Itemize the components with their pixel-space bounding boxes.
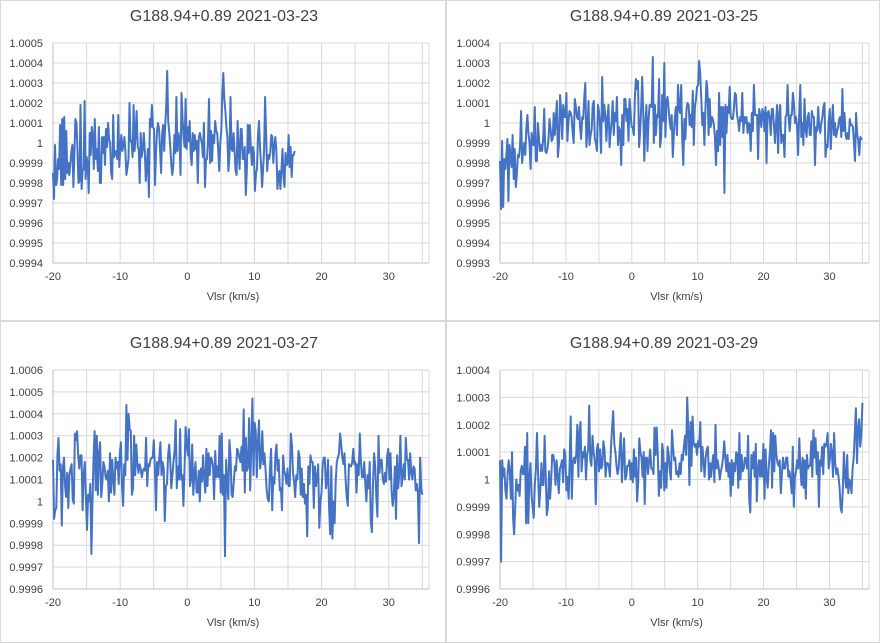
- y-tick-label: 1: [484, 475, 490, 487]
- y-tick-label: 1.0004: [9, 409, 43, 421]
- x-tick-label: 30: [823, 597, 835, 609]
- x-tick-label: 30: [383, 597, 395, 609]
- y-tick-label: 1.0003: [9, 78, 43, 90]
- x-tick-label: -10: [558, 271, 574, 283]
- chart-title: G188.94+0.89 2021-03-29: [570, 335, 758, 352]
- chart-title: G188.94+0.89 2021-03-23: [130, 8, 318, 25]
- x-tick-label: 20: [315, 271, 327, 283]
- y-tick-label: 0.9998: [9, 178, 43, 190]
- y-tick-label: 0.9996: [456, 584, 490, 596]
- x-tick-label: -20: [492, 271, 508, 283]
- x-tick-label: 20: [315, 597, 327, 609]
- y-tick-label: 0.9997: [456, 557, 490, 569]
- y-tick-label: 1.0003: [9, 431, 43, 443]
- y-tick-label: 1: [37, 496, 43, 508]
- x-tick-label: -20: [492, 597, 508, 609]
- x-axis-label: Vlsr (km/s): [207, 617, 260, 629]
- y-tick-label: 1.0002: [456, 420, 490, 432]
- chart-panel-2: G188.94+0.89 2021-03-25 0.9993 0.9994 0.999…: [446, 0, 880, 321]
- x-tick-label: -20: [45, 271, 61, 283]
- line-chart-3: G188.94+0.89 2021-03-27 0.9996 0.9997 0.999…: [9, 335, 430, 629]
- chart-title: G188.94+0.89 2021-03-27: [130, 335, 318, 352]
- line-chart-1: G188.94+0.89 2021-03-23 0.9994 0.9995 0.999…: [9, 8, 430, 303]
- x-tick-label: -10: [112, 271, 128, 283]
- y-tick-label: 0.9999: [456, 502, 490, 514]
- line-chart-2: G188.94+0.89 2021-03-25 0.9993 0.9994 0.999…: [456, 8, 870, 303]
- x-tick-label: 30: [383, 271, 395, 283]
- y-tick-label: 0.9997: [9, 198, 43, 210]
- y-tick-label: 1.0002: [9, 98, 43, 110]
- y-tick-label: 0.9999: [9, 518, 43, 530]
- x-tick-label: 0: [629, 271, 635, 283]
- y-tick-label: 0.9993: [456, 258, 490, 270]
- y-tick-label: 1.0003: [456, 392, 490, 404]
- y-tick-label: 1.0001: [9, 475, 43, 487]
- y-tick-label: 1.0002: [456, 78, 490, 90]
- y-tick-label: 1.0006: [9, 365, 43, 377]
- y-tick-label: 0.9999: [9, 158, 43, 170]
- y-tick-label: 1.0005: [9, 38, 43, 50]
- y-tick-label: 1: [37, 138, 43, 150]
- y-tick-label: 1.0002: [9, 453, 43, 465]
- y-tick-label: 0.9998: [456, 529, 490, 541]
- y-tick-label: 0.9996: [9, 584, 43, 596]
- y-tick-label: 0.9997: [9, 562, 43, 574]
- y-tick-label: 1: [484, 118, 490, 130]
- y-tick-label: 0.9994: [456, 238, 490, 250]
- chart-panel-1: G188.94+0.89 2021-03-23 0.9994 0.9995 0.999…: [0, 0, 446, 321]
- chart-panel-3: G188.94+0.89 2021-03-27 0.9996 0.9997 0.999…: [0, 321, 446, 643]
- y-tick-label: 1.0004: [456, 365, 490, 377]
- series-line: [52, 70, 296, 200]
- x-tick-label: -10: [558, 597, 574, 609]
- y-tick-label: 0.9995: [9, 238, 43, 250]
- x-tick-label: 0: [184, 271, 190, 283]
- y-tick-label: 1.0004: [9, 58, 43, 70]
- x-axis-label: Vlsr (km/s): [650, 291, 703, 303]
- x-tick-label: 10: [692, 597, 704, 609]
- y-tick-label: 1.0004: [456, 38, 490, 50]
- x-tick-label: 20: [757, 271, 769, 283]
- series-line: [499, 56, 863, 210]
- x-tick-label: 20: [757, 597, 769, 609]
- line-chart-4: G188.94+0.89 2021-03-29 0.9996 0.9997 0.999…: [456, 335, 870, 629]
- y-tick-label: 1.0001: [9, 118, 43, 130]
- y-tick-label: 1.0001: [456, 447, 490, 459]
- x-tick-label: 10: [248, 597, 260, 609]
- x-tick-label: 30: [823, 271, 835, 283]
- y-tick-label: 0.9994: [9, 258, 43, 270]
- x-tick-label: 10: [248, 271, 260, 283]
- series-line: [52, 397, 424, 558]
- x-tick-label: -20: [45, 597, 61, 609]
- y-tick-label: 0.9998: [9, 540, 43, 552]
- y-tick-label: 0.9996: [9, 218, 43, 230]
- x-axis-label: Vlsr (km/s): [650, 617, 703, 629]
- y-tick-label: 1.0005: [9, 387, 43, 399]
- y-tick-label: 0.9999: [456, 138, 490, 150]
- x-tick-label: -10: [112, 597, 128, 609]
- y-tick-label: 0.9995: [456, 218, 490, 230]
- y-tick-label: 0.9996: [456, 198, 490, 210]
- x-tick-label: 0: [629, 597, 635, 609]
- chart-panel-4: G188.94+0.89 2021-03-29 0.9996 0.9997 0.999…: [446, 321, 880, 643]
- chart-title: G188.94+0.89 2021-03-25: [570, 8, 758, 25]
- x-tick-label: 10: [692, 271, 704, 283]
- y-tick-label: 1.0001: [456, 98, 490, 110]
- y-tick-label: 1.0003: [456, 58, 490, 70]
- series-line: [499, 396, 864, 563]
- y-tick-label: 0.9997: [456, 178, 490, 190]
- y-tick-label: 0.9998: [456, 158, 490, 170]
- x-axis-label: Vlsr (km/s): [207, 291, 260, 303]
- x-tick-label: 0: [184, 597, 190, 609]
